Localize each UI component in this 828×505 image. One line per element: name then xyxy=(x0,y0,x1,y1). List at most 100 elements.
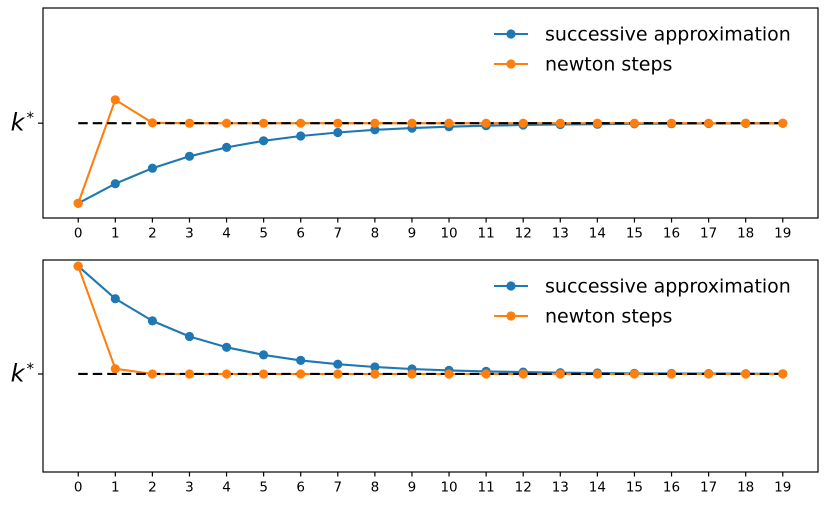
legend-item: successive approximation xyxy=(494,276,791,298)
successive-approximation-data-point xyxy=(184,151,195,161)
x-tick-label: 3 xyxy=(185,226,194,242)
x-tick-label: 6 xyxy=(296,480,305,496)
legend-sample-marker xyxy=(506,59,516,69)
newton-steps-data-point xyxy=(333,118,343,128)
newton-steps-data-point xyxy=(222,369,232,379)
axes-box xyxy=(42,259,819,473)
successive-approximation-data-point xyxy=(110,179,120,189)
newton-steps-data-point xyxy=(444,118,454,128)
x-tick-label: 11 xyxy=(478,480,495,496)
x-tick-label: 6 xyxy=(296,226,305,242)
x-tick-label: 13 xyxy=(552,480,569,496)
axes-box xyxy=(42,7,819,219)
newton-steps-data-point xyxy=(370,118,380,128)
x-tick-label: 3 xyxy=(185,480,194,496)
x-tick-label: 0 xyxy=(74,480,83,496)
newton-steps-data-point xyxy=(629,369,640,379)
newton-steps-data-point xyxy=(704,369,714,379)
successive-approximation-data-point xyxy=(222,342,232,352)
successive-approximation-data-point xyxy=(370,362,380,372)
x-tick-label: 15 xyxy=(626,480,643,496)
newton-steps-data-point xyxy=(184,369,195,379)
x-tick-label: 18 xyxy=(737,480,754,496)
newton-steps-data-point xyxy=(147,118,157,128)
newton-steps-data-point xyxy=(592,369,603,379)
x-tick-label: 5 xyxy=(259,226,268,242)
x-tick-label: 13 xyxy=(552,226,569,242)
successive-approximation-data-point xyxy=(184,331,195,342)
x-tick-label: 4 xyxy=(222,480,231,496)
newton-steps-data-point xyxy=(259,369,269,379)
x-tick-label: 12 xyxy=(515,480,532,496)
x-tick-label: 10 xyxy=(440,226,457,242)
legend-item: newton steps xyxy=(494,54,672,76)
newton-steps-data-point xyxy=(110,364,120,374)
x-tick-label: 7 xyxy=(333,226,342,242)
newton-steps-data-point xyxy=(704,118,714,128)
newton-steps-data-point xyxy=(778,369,788,379)
successive-approximation-data-point xyxy=(333,127,343,138)
k-star-tick-label: k * xyxy=(11,109,35,137)
x-tick-label: 9 xyxy=(408,226,417,242)
newton-steps-data-point xyxy=(592,118,603,128)
legend-sample-marker xyxy=(506,281,516,291)
x-tick-label: 4 xyxy=(222,226,231,242)
x-tick-label: 15 xyxy=(626,226,643,242)
legend-label: successive approximation xyxy=(545,24,791,46)
panel-bottom: 0 1 2 3 4 5 6 7 8 9 10 11 12 13 14 15 16 17 18 19k *successi… xyxy=(11,259,819,496)
newton-steps-data-point xyxy=(444,369,454,379)
successive-approximation-line xyxy=(77,122,783,205)
x-tick-label: 17 xyxy=(700,480,717,496)
newton-steps-data-point xyxy=(296,369,306,379)
x-tick-label: 5 xyxy=(259,480,268,496)
newton-steps-data-point xyxy=(741,118,751,128)
successive-approximation-data-point xyxy=(333,359,343,369)
legend-sample-marker xyxy=(506,311,516,321)
x-tick-label: 2 xyxy=(148,226,157,242)
newton-steps-data-point xyxy=(778,118,788,128)
x-tick-label: 14 xyxy=(589,480,606,496)
successive-approximation-data-point xyxy=(296,131,306,141)
legend-sample-marker xyxy=(506,29,516,39)
newton-steps-data-point xyxy=(555,118,565,128)
newton-steps-data-point xyxy=(407,118,417,128)
legend-item: newton steps xyxy=(494,306,672,328)
legend-item: successive approximation xyxy=(494,24,791,46)
successive-approximation-data-point xyxy=(259,350,269,360)
newton-steps-data-point xyxy=(184,118,195,128)
successive-approximation-data-point xyxy=(110,294,120,304)
newton-steps-line xyxy=(77,98,783,204)
successive-approximation-data-point xyxy=(222,142,232,152)
successive-approximation-data-point xyxy=(296,355,306,365)
x-tick-label: 2 xyxy=(148,480,157,496)
newton-steps-data-point xyxy=(333,369,343,379)
successive-approximation-data-point xyxy=(370,125,380,135)
newton-steps-data-point xyxy=(518,118,528,128)
newton-steps-data-point xyxy=(741,369,751,379)
newton-steps-data-point xyxy=(147,369,157,379)
legend: successive approximation newton steps xyxy=(494,24,791,76)
newton-steps-data-point xyxy=(666,369,677,379)
newton-steps-data-point xyxy=(555,369,565,379)
newton-steps-data-point xyxy=(629,118,640,128)
x-tick-label: 1 xyxy=(111,226,120,242)
x-tick-label: 19 xyxy=(774,226,791,242)
legend-label: successive approximation xyxy=(545,276,791,298)
newton-steps-data-point xyxy=(481,369,491,379)
legend-label: newton steps xyxy=(545,54,672,76)
x-tick-label: 1 xyxy=(111,480,120,496)
newton-steps-data-point xyxy=(73,261,83,271)
x-tick-label: 7 xyxy=(333,480,342,496)
successive-approximation-data-point xyxy=(259,136,269,146)
newton-steps-data-point xyxy=(110,95,120,105)
x-tick-label: 12 xyxy=(515,226,532,242)
newton-steps-data-point xyxy=(481,118,491,128)
x-tick-label: 0 xyxy=(74,226,83,242)
x-tick-label: 19 xyxy=(774,480,791,496)
newton-steps-data-point xyxy=(296,118,306,128)
x-tick-label: 16 xyxy=(663,480,680,496)
x-tick-label: 18 xyxy=(737,226,754,242)
successive-approximation-data-point xyxy=(147,316,157,326)
